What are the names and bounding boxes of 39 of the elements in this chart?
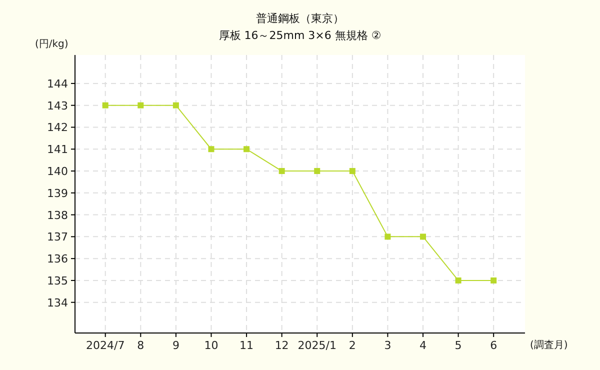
x-tick-label: 3 bbox=[384, 339, 392, 352]
y-tick-label: 134 bbox=[47, 296, 68, 310]
y-tick-label: 144 bbox=[47, 77, 68, 90]
point bbox=[384, 234, 391, 240]
y-tick-label: 142 bbox=[47, 121, 68, 134]
y-tick-label: 137 bbox=[47, 230, 68, 244]
point bbox=[138, 102, 144, 108]
y-tick-label: 136 bbox=[47, 252, 68, 266]
x-tick-label: 9 bbox=[172, 339, 180, 352]
point bbox=[490, 277, 497, 284]
x-tick-label: 4 bbox=[420, 339, 426, 352]
x-tick-label: 6 bbox=[490, 339, 498, 352]
x-tick-label: 12 bbox=[274, 339, 289, 352]
point bbox=[349, 168, 356, 174]
x-tick-label: 5 bbox=[454, 339, 462, 352]
chart-title: 普通鋼板（東京） bbox=[256, 12, 344, 25]
y-tick-label: 141 bbox=[47, 143, 68, 156]
point bbox=[278, 168, 285, 174]
chart-subtitle: 厚板 16～25mm 3×6 無規格 ② bbox=[218, 29, 382, 42]
point bbox=[455, 277, 462, 284]
x-tick-label: 10 bbox=[204, 339, 218, 352]
point bbox=[172, 102, 179, 108]
x-tick-label: 2 bbox=[348, 339, 356, 352]
x-axis-title: (調査月) bbox=[530, 339, 568, 351]
point bbox=[244, 146, 250, 152]
point bbox=[102, 102, 108, 108]
x-tick-label: 11 bbox=[240, 339, 254, 352]
y-tick-label: 138 bbox=[47, 208, 68, 222]
point bbox=[314, 168, 320, 174]
y-tick-label: 140 bbox=[47, 165, 68, 178]
y-tick-label: 135 bbox=[47, 274, 68, 288]
x-tick-label: 8 bbox=[137, 339, 144, 352]
y-tick-label: 143 bbox=[47, 99, 68, 112]
y-tick-label: 139 bbox=[47, 186, 68, 200]
y-axis-title: (円/kg) bbox=[35, 39, 68, 50]
point bbox=[208, 146, 214, 152]
x-tick-label: 2025/1 bbox=[298, 339, 336, 352]
x-tick-label: 2024/7 bbox=[86, 339, 125, 352]
point bbox=[420, 234, 426, 240]
